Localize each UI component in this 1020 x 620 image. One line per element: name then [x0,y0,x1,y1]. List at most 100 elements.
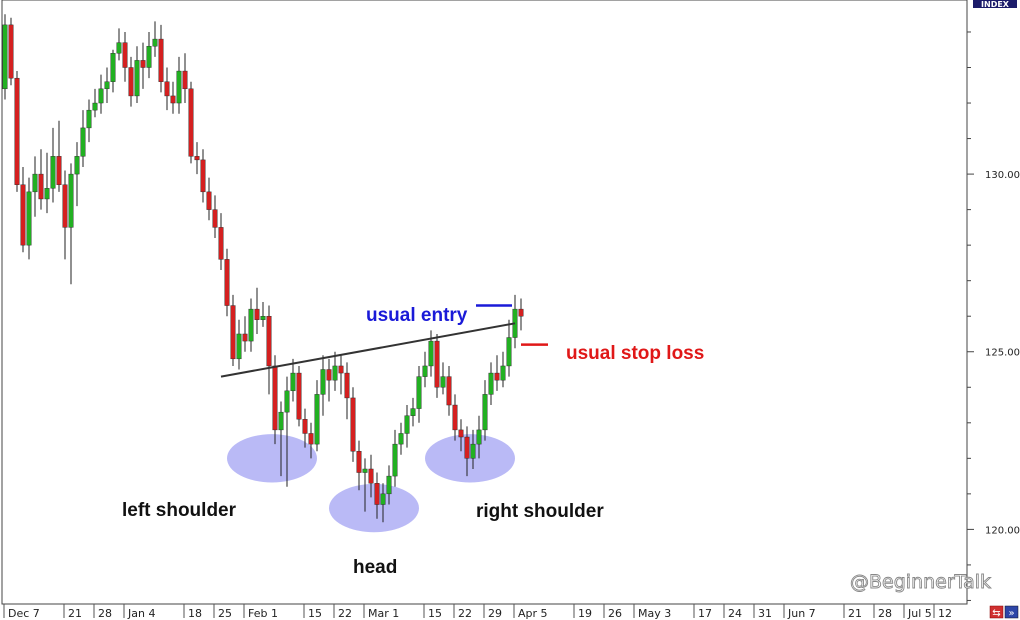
candle-body [500,365,506,381]
candle-body [338,365,344,374]
candle-body [188,88,194,157]
x-tick-label: 21 [68,607,82,620]
y-axis: 130.00 125.00 120.00 [967,31,1020,601]
candle-body [266,316,272,367]
candle-body [110,53,116,82]
candle-body [440,376,446,388]
candle-body [92,102,98,111]
candle-body [278,411,284,431]
x-tick-label: Apr 5 [518,607,548,620]
candle-body [326,369,332,381]
candle-body [374,483,380,505]
candle-body [86,109,92,129]
candle-body [296,372,302,420]
candle-body [332,365,338,381]
candle-body [416,376,422,409]
candle-body [230,305,236,360]
candle-body [314,394,320,445]
x-tick-label: Dec 7 [8,607,40,620]
zone-1 [227,434,317,483]
x-tick-label: 18 [188,607,202,620]
usual-stop-loss-label: usual stop loss [566,343,704,364]
candle-body [8,24,14,79]
candle-body [254,308,260,320]
x-tick-label: 25 [218,607,232,620]
chevron-left-icon: ⇆ [992,608,1000,619]
candle-body [272,365,278,431]
x-tick-label: 22 [338,607,352,620]
y-tick-label: 130.00 [985,170,1020,181]
candle-body [176,70,182,104]
candle-body [212,209,218,228]
candle-body [308,433,314,445]
watermark: @BeginnerTalk [850,571,991,593]
candle-body [242,333,248,342]
candle-body [404,415,410,434]
scroll-right-button[interactable]: » [1004,605,1019,619]
candle-body [446,376,452,406]
candle-body [356,451,362,473]
candle-body [38,173,44,200]
candle-body [44,188,50,200]
candle-body [344,372,350,399]
candle-body [74,156,80,175]
candle-body [320,369,326,395]
x-tick-label: 31 [758,607,772,620]
candle-body [50,156,56,189]
candle-body [284,390,290,413]
x-tick-label: Jul 5 [907,607,932,620]
candle-body [128,67,134,97]
x-tick-label: May 3 [638,607,671,620]
x-tick-label: 21 [848,607,862,620]
candle-body [32,173,38,193]
x-tick-label: 29 [488,607,502,620]
candle-body [482,394,488,431]
candle-body [350,397,356,452]
candle-body [158,38,164,82]
candle-body [398,433,404,445]
neckline [220,322,516,378]
x-tick-label: 15 [428,607,442,620]
candle-body [434,340,440,388]
candle-body [116,42,122,54]
candle-body [68,173,74,228]
candle-body [80,127,86,157]
candle-body [206,191,212,210]
candle-body [140,60,146,68]
candle-body [122,42,128,68]
candle-body [410,408,416,416]
candle-body [134,60,140,97]
x-tick-label: Jun 7 [787,607,816,620]
scroll-left-button[interactable]: ⇆ [989,605,1004,619]
index-badge [973,0,1017,8]
candle-body [380,493,386,505]
candle-body [392,443,398,477]
candle-body [518,308,524,317]
candle-body [422,365,428,377]
candle-body [464,436,470,459]
y-tick-label: 120.00 [985,525,1020,536]
x-tick-label: Jan 4 [127,607,155,620]
candle-body [428,340,434,367]
candle-body [494,372,500,381]
candle-body [362,468,368,473]
usual-entry-label: usual entry [366,305,468,326]
candle-body [452,404,458,431]
head-label: head [353,557,397,578]
pattern-zones [227,434,515,533]
plot-area [1,0,968,605]
candle-body [386,475,392,495]
x-tick-label: 22 [458,607,472,620]
x-axis: Dec 7 21 28 Jan 4 18 25 Feb 1 15 22 Mar 1 15 22 29 Ap… [3,604,952,620]
x-tick-label: 26 [608,607,622,620]
x-tick-label: 17 [698,607,712,620]
candle-body [182,70,188,90]
x-tick-label: Mar 1 [368,607,399,620]
candle-body [104,81,110,90]
candle-body [218,227,224,260]
candle-body [368,468,374,484]
candle-body [470,443,476,459]
candle-body [26,191,32,246]
index-label: INDEX [981,0,1010,9]
